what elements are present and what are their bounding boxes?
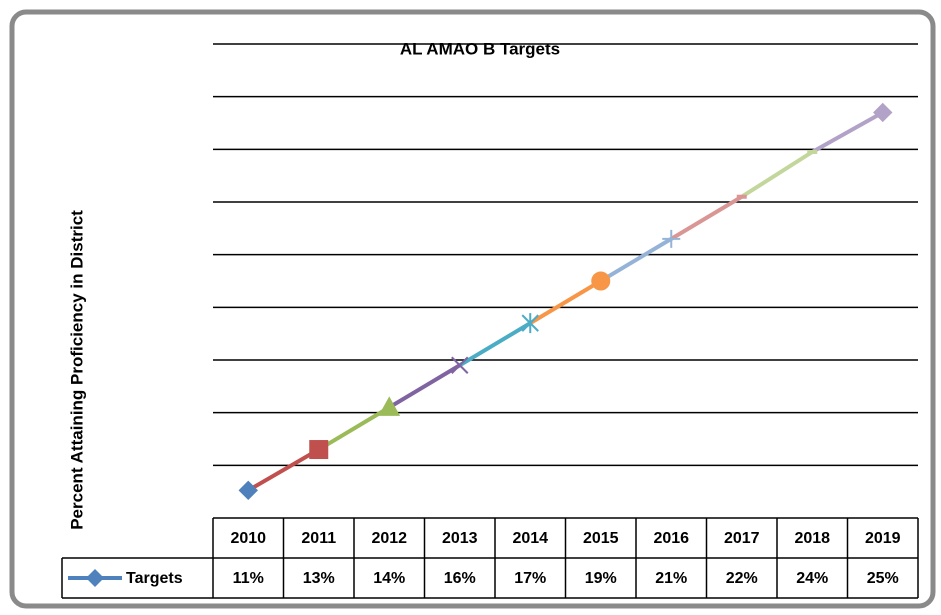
chart-title: AL AMAO B Targets (400, 39, 560, 58)
x-tick-label: 2011 (301, 530, 336, 547)
data-label: 17% (514, 570, 546, 587)
data-label: 14% (373, 570, 405, 587)
data-label: 25% (867, 570, 899, 587)
data-label: 19% (585, 570, 617, 587)
x-tick-label: 2013 (442, 530, 478, 547)
marker (662, 229, 681, 248)
x-tick-label: 2018 (794, 530, 830, 547)
line-segment (529, 279, 602, 325)
x-tick-label: 2014 (512, 530, 548, 547)
x-tick-label: 2017 (724, 530, 760, 547)
x-tick-label: 2016 (653, 530, 689, 547)
line-segment (388, 363, 461, 410)
marker (521, 313, 539, 334)
x-tick-label: 2012 (371, 530, 407, 547)
line-segment (317, 405, 391, 452)
legend-label: Targets (126, 570, 183, 587)
marker (238, 480, 258, 501)
chart-border (9, 9, 936, 609)
legend-marker (86, 569, 104, 587)
x-tick-label: 2019 (865, 530, 901, 547)
marker (591, 271, 611, 291)
marker (309, 440, 329, 460)
line-segment (670, 195, 743, 241)
line-segment (740, 150, 814, 199)
data-label: 21% (655, 570, 687, 587)
line-segment (458, 321, 532, 367)
data-label: 22% (726, 570, 758, 587)
line-segment (811, 110, 884, 154)
marker (378, 396, 401, 416)
x-tick-label: 2015 (583, 530, 619, 547)
data-label: 11% (233, 570, 264, 587)
data-label: 13% (303, 570, 335, 587)
line-segment (599, 237, 673, 283)
line-segment (247, 447, 320, 493)
data-label: 16% (444, 570, 476, 587)
marker (873, 102, 893, 123)
x-tick-label: 2010 (230, 530, 266, 547)
y-axis-label: Percent Attaining Proficiency in Distric… (67, 210, 86, 530)
marker (451, 356, 469, 374)
data-label: 24% (796, 570, 828, 587)
